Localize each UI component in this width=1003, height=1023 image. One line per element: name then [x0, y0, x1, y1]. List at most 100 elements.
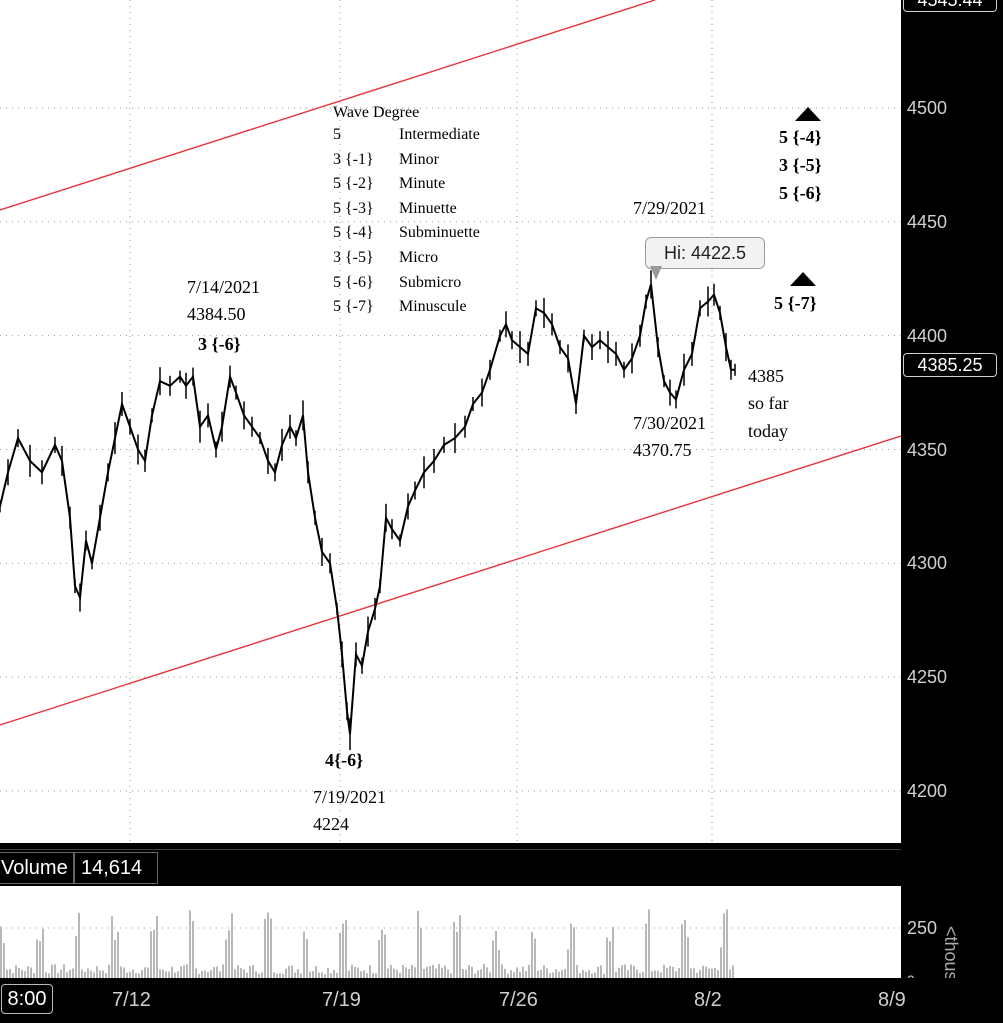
volume-bar: [147, 967, 149, 978]
volume-bar: [564, 968, 566, 978]
volume-bar: [723, 913, 725, 978]
volume-bar: [381, 929, 383, 978]
legend-wave-count: 5: [333, 126, 341, 143]
volume-bar: [99, 970, 101, 978]
volume-bar: [108, 964, 110, 978]
volume-bar: [588, 970, 590, 978]
volume-bar: [453, 922, 455, 978]
volume-bar: [372, 973, 374, 978]
date-tick-7-12: 7/12: [112, 989, 151, 1011]
legend-wave-count: 3 {-5}: [333, 249, 374, 266]
price-panel: Wave Degree 5 Intermediate 3 {-1} Minor 5 {-…: [0, 0, 901, 843]
volume-bar: [663, 964, 665, 978]
hi-bubble: Hi: 4422.5: [645, 237, 765, 269]
volume-bar: [507, 973, 509, 978]
volume-bar: [312, 971, 314, 978]
volume-bar: [150, 931, 152, 978]
volume-bar: [345, 919, 347, 978]
volume-bar: [618, 967, 620, 978]
volume-bar: [171, 966, 173, 978]
jul29-date-label: 7/29/2021: [633, 198, 707, 218]
volume-bar: [231, 913, 233, 978]
volume-bar: [168, 971, 170, 978]
volume-bar: [642, 971, 644, 978]
volume-bar: [681, 924, 683, 978]
volume-bar: [483, 964, 485, 978]
volume-bar: [162, 969, 164, 978]
volume-bar: [393, 968, 395, 978]
volume-bar: [189, 910, 191, 978]
volume-bar: [561, 969, 563, 978]
volume-bar: [255, 971, 257, 978]
volume-bar: [582, 969, 584, 978]
volume-bar: [435, 968, 437, 978]
volume-bar: [300, 973, 302, 978]
price-tick-4250: 4250: [907, 667, 948, 688]
volume-bar: [339, 932, 341, 978]
volume-bar: [627, 970, 629, 978]
volume-bar: [438, 964, 440, 978]
volume-chart: [0, 909, 901, 978]
volume-bar: [294, 972, 296, 978]
volume-bar: [546, 968, 548, 978]
volume-bar: [519, 971, 521, 978]
volume-bar: [465, 969, 467, 978]
volume-bar: [390, 964, 392, 978]
volume-bar: [330, 973, 332, 978]
volume-bar: [246, 972, 248, 978]
volume-bar: [90, 970, 92, 978]
volume-bar: [369, 965, 371, 978]
price-series: [0, 270, 736, 751]
volume-tick-250: 250: [907, 918, 938, 938]
volume-bar: [669, 966, 671, 978]
volume-bar: [291, 965, 293, 978]
wave-top-triangle-icon: [795, 107, 821, 121]
volume-bar: [285, 968, 287, 978]
volume-bar: [540, 969, 542, 978]
volume-bar: [195, 968, 197, 978]
volume-bar: [426, 966, 428, 978]
volume-bar: [678, 968, 680, 978]
volume-bar: [315, 966, 317, 978]
volume-bar: [351, 964, 353, 978]
volume-bar: [357, 967, 359, 978]
volume-bar: [492, 940, 494, 978]
hi-bubble-tail: [650, 266, 662, 280]
volume-bars: [0, 909, 734, 978]
volume-bar: [9, 968, 11, 978]
volume-bar: [84, 971, 86, 978]
volume-bar: [639, 973, 641, 978]
volume-bar: [198, 973, 200, 978]
volume-bar: [282, 973, 284, 978]
volume-bar: [360, 971, 362, 978]
volume-bar: [375, 973, 377, 978]
top-value-tag: 4545.44: [903, 0, 997, 12]
today-today-label: today: [748, 421, 788, 441]
volume-bar: [303, 931, 305, 978]
wave-mid-label: 5 {-7}: [774, 293, 817, 313]
volume-bar: [45, 972, 47, 978]
volume-bar: [0, 926, 2, 978]
time-axis[interactable]: 8:00 7/12 7/19 7/26 8/2 8/9: [0, 978, 1003, 1023]
volume-bar: [273, 972, 275, 978]
volume-bar: [324, 973, 326, 978]
legend-wave-count: 3 {-1}: [333, 150, 374, 168]
volume-axis: 250 0 <thous: [901, 886, 1003, 988]
jul30-price-label: 4370.75: [633, 440, 692, 460]
volume-bar: [21, 969, 23, 978]
volume-bar: [537, 970, 539, 978]
volume-bar: [30, 967, 32, 978]
volume-bar: [333, 969, 335, 978]
volume-unit-label: <thous: [941, 926, 961, 981]
volume-bar: [510, 970, 512, 978]
jul14-date-label: 7/14/2021: [187, 277, 261, 297]
volume-bar: [432, 964, 434, 978]
price-tick-4300: 4300: [907, 553, 948, 574]
volume-bar: [342, 923, 344, 978]
volume-bar: [321, 972, 323, 978]
volume-bar: [552, 972, 554, 978]
wave-top-label-1: 5 {-4}: [779, 127, 822, 147]
price-axis: 4200 4250 4300 4350 4400 4450 4500 4545.44 438…: [901, 0, 1003, 843]
volume-bar: [516, 967, 518, 978]
time-label: 8:00: [1, 984, 53, 1014]
